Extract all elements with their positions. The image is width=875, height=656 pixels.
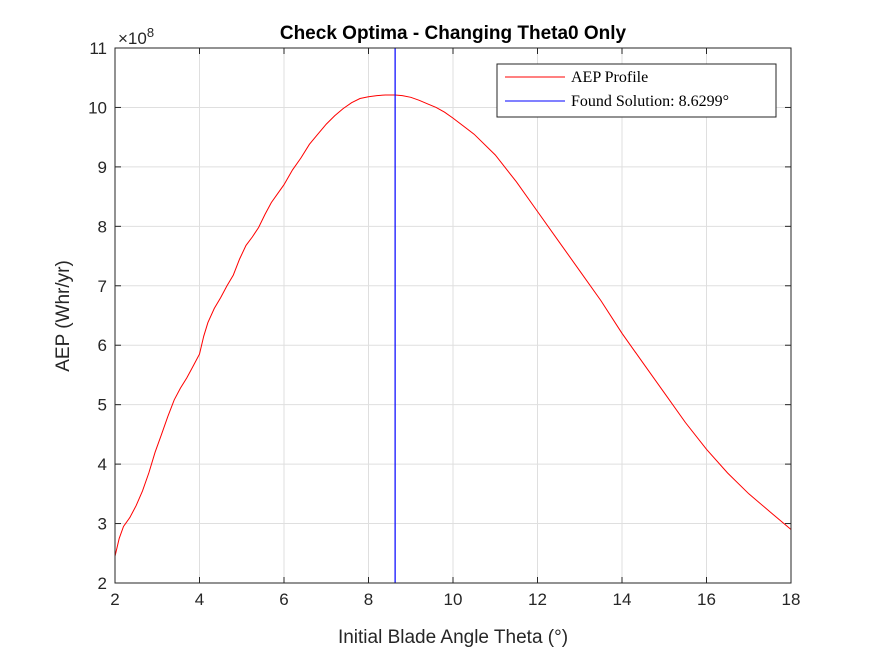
y-tick-label: 9 — [98, 158, 107, 177]
x-tick-label: 2 — [110, 590, 119, 609]
y-tick-label: 2 — [98, 574, 107, 593]
aep-profile-line — [114, 94, 792, 557]
y-tick-label: 6 — [98, 336, 107, 355]
legend-label-aep-profile: AEP Profile — [571, 69, 648, 86]
ticks — [114, 47, 792, 584]
x-tick-label: 8 — [364, 590, 373, 609]
y-tick-label: 5 — [98, 396, 107, 415]
x-tick-label: 12 — [528, 590, 547, 609]
y-tick-label: 8 — [98, 217, 107, 236]
x-tick-label: 18 — [782, 590, 801, 609]
y-tick-label: 7 — [98, 277, 107, 296]
x-tick-label: 4 — [195, 590, 204, 609]
y-tick-label: 3 — [98, 515, 107, 534]
series-layer — [114, 48, 792, 583]
legend-label-found-solution: Found Solution: 8.6299° — [571, 93, 729, 110]
x-tick-label: 10 — [444, 590, 463, 609]
y-axis-label: AEP (Whr/yr) — [53, 260, 74, 372]
x-tick-label: 14 — [613, 590, 632, 609]
x-tick-label: 16 — [697, 590, 716, 609]
legend-box — [496, 63, 777, 118]
x-tick-label: 6 — [279, 590, 288, 609]
y-tick-label: 4 — [98, 455, 107, 474]
y-tick-label: 11 — [89, 39, 107, 58]
chart-title: Check Optima - Changing Theta0 Only — [280, 23, 627, 44]
y-exponent-label: ×108 — [118, 25, 154, 48]
y-tick-labels: 2 3 4 5 6 7 8 9 10 11 — [88, 39, 107, 593]
y-tick-label: 10 — [88, 98, 107, 117]
legend: AEP Profile Found Solution: 8.6299° — [496, 63, 777, 118]
x-tick-labels: 2 4 6 8 10 12 14 16 18 — [110, 590, 800, 609]
x-axis-label: Initial Blade Angle Theta (°) — [338, 627, 568, 648]
y-exponent-power: 8 — [147, 25, 154, 40]
